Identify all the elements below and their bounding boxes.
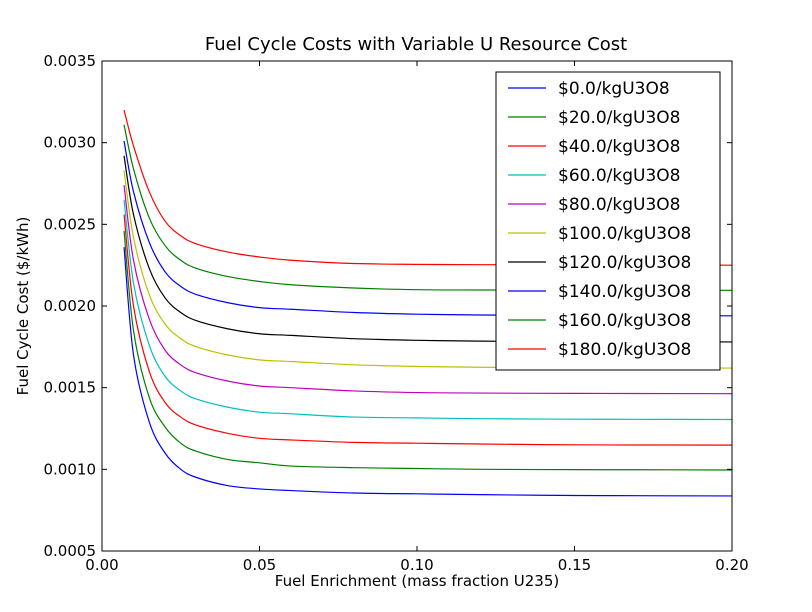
series-line-0: [123, 247, 732, 497]
x-tick-label: 0.00: [85, 556, 118, 574]
legend-label: $60.0/kgU3O8: [558, 166, 681, 186]
legend-label: $180.0/kgU3O8: [558, 340, 691, 360]
y-tick-label: 0.0005: [44, 542, 97, 560]
series-line-1: [123, 230, 732, 471]
x-tick-label: 0.20: [715, 556, 748, 574]
legend-label: $160.0/kgU3O8: [558, 311, 691, 331]
y-axis-title: Fuel Cycle Cost ($/kWh): [14, 217, 32, 396]
legend: $0.0/kgU3O8 $20.0/kgU3O8 $40.0/kgU3O8 $60.0…: [495, 71, 721, 371]
series-line-4: [123, 185, 732, 395]
x-axis-title: Fuel Enrichment (mass fraction U235): [275, 572, 559, 590]
axis-ticks: 0.00 0.05 0.10 0.15 0.20 0.0005 0.0010 0.0015 0.…: [44, 52, 749, 574]
x-tick-label: 0.15: [558, 556, 591, 574]
y-tick-label: 0.0020: [44, 297, 97, 315]
legend-label: $40.0/kgU3O8: [558, 137, 681, 157]
legend-label: $100.0/kgU3O8: [558, 224, 691, 244]
chart-title: Fuel Cycle Costs with Variable U Resourc…: [205, 34, 627, 55]
legend-label: $0.0/kgU3O8: [558, 79, 670, 99]
y-tick-label: 0.0030: [44, 134, 97, 152]
legend-label: $120.0/kgU3O8: [558, 253, 691, 273]
y-tick-label: 0.0015: [44, 379, 97, 397]
x-tick-label: 0.10: [400, 556, 433, 574]
x-tick-label: 0.05: [243, 556, 276, 574]
series-line-3: [123, 199, 732, 421]
y-tick-label: 0.0010: [44, 460, 97, 478]
legend-label: $20.0/kgU3O8: [558, 108, 681, 128]
legend-label: $80.0/kgU3O8: [558, 195, 681, 215]
series-line-2: [123, 214, 732, 446]
y-tick-label: 0.0035: [44, 52, 97, 70]
legend-label: $140.0/kgU3O8: [558, 282, 691, 302]
y-tick-label: 0.0025: [44, 215, 97, 233]
